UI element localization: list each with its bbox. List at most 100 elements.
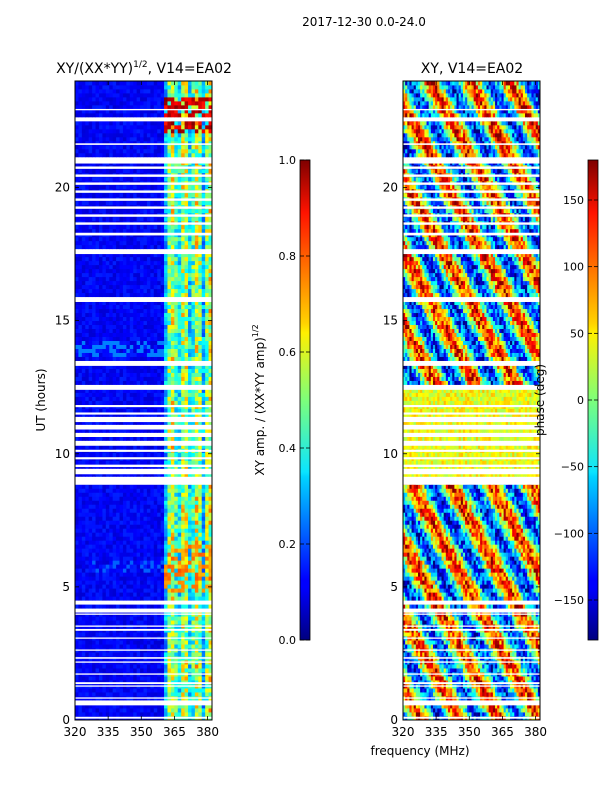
heatmap-cell — [78, 324, 83, 330]
heatmap-cell — [160, 240, 165, 246]
heatmap-cell — [205, 488, 209, 493]
heatmap-cell — [126, 652, 131, 657]
heatmap-cell — [177, 268, 182, 274]
heatmap-cell — [129, 228, 134, 234]
heatmap-cell — [92, 676, 96, 681]
heatmap-cell — [122, 452, 127, 457]
heatmap-cell — [181, 392, 185, 397]
heatmap-cell — [133, 568, 138, 573]
heatmap-cell — [153, 256, 158, 262]
heatmap-cell — [78, 380, 83, 385]
heatmap-cell — [78, 644, 83, 649]
heatmap-cell — [133, 356, 138, 361]
heatmap-cell — [198, 484, 203, 489]
heatmap-cell — [119, 644, 124, 649]
heatmap-cell — [78, 340, 83, 345]
heatmap-cell — [95, 224, 100, 230]
heatmap-cell — [129, 328, 134, 334]
heatmap-cell — [160, 556, 165, 561]
heatmap-cell — [136, 552, 141, 557]
heatmap-cell — [205, 436, 209, 441]
heatmap-cell — [191, 504, 196, 509]
heatmap-cell — [136, 500, 141, 505]
heatmap-cell — [109, 496, 114, 501]
heatmap-cell — [201, 516, 206, 521]
heatmap-cell — [208, 412, 212, 417]
heatmap-cell — [116, 308, 120, 314]
heatmap-cell — [188, 664, 192, 669]
heatmap-cell — [126, 356, 131, 361]
heatmap-cell — [177, 324, 182, 330]
heatmap-cell — [116, 352, 120, 357]
heatmap-cell — [78, 460, 83, 465]
heatmap-cell — [88, 512, 93, 517]
heatmap-cell — [143, 552, 148, 557]
heatmap-cell — [95, 580, 100, 585]
heatmap-cell — [75, 356, 79, 361]
heatmap-cell — [112, 264, 117, 270]
heatmap-cell — [136, 492, 141, 497]
heatmap-cell — [98, 292, 103, 298]
heatmap-cell — [88, 336, 93, 341]
heatmap-cell — [184, 536, 189, 541]
heatmap-cell — [136, 312, 141, 318]
heatmap-cell — [126, 596, 131, 601]
heatmap-cell — [98, 304, 103, 310]
heatmap-cell — [126, 284, 131, 290]
heatmap-cell — [174, 496, 179, 501]
heatmap-cell — [105, 664, 110, 669]
heatmap-cell — [85, 688, 90, 693]
heatmap-cell — [184, 388, 189, 393]
heatmap-cell — [177, 272, 182, 278]
heatmap-cell — [153, 260, 158, 266]
heatmap-cell — [188, 340, 192, 345]
heatmap-cell — [194, 604, 199, 609]
heatmap-cell — [143, 236, 148, 242]
heatmap-cell — [177, 632, 182, 637]
heatmap-cell — [88, 552, 93, 557]
heatmap-cell — [143, 244, 148, 250]
heatmap-cell — [140, 708, 144, 713]
heatmap-cell — [81, 364, 86, 369]
heatmap-cell — [92, 316, 96, 322]
heatmap-cell — [170, 308, 175, 314]
heatmap-cell — [170, 644, 175, 649]
heatmap-cell — [75, 312, 79, 318]
heatmap-cell — [208, 376, 212, 381]
heatmap-cell — [153, 712, 158, 717]
heatmap-cell — [126, 328, 131, 334]
heatmap-cell — [174, 308, 179, 314]
heatmap-cell — [194, 308, 199, 314]
heatmap-cell — [184, 592, 189, 597]
heatmap-cell — [133, 596, 138, 601]
heatmap-cell — [170, 488, 175, 493]
heatmap-cell — [85, 340, 90, 345]
heatmap-cell — [140, 488, 144, 493]
heatmap-cell — [129, 316, 134, 322]
heatmap-cell — [191, 568, 196, 573]
heatmap-cell — [126, 504, 131, 509]
heatmap-cell — [153, 580, 158, 585]
heatmap-cell — [112, 500, 117, 505]
heatmap-cell — [150, 568, 155, 573]
heatmap-cell — [167, 572, 172, 577]
heatmap-cell — [119, 252, 124, 258]
heatmap-cell — [153, 484, 158, 489]
heatmap-cell — [129, 640, 134, 645]
heatmap-cell — [116, 320, 120, 326]
heatmap-cell — [170, 632, 175, 637]
heatmap-cell — [98, 252, 103, 258]
heatmap-cell — [160, 472, 165, 477]
heatmap-cell — [157, 364, 162, 369]
heatmap-cell — [122, 344, 127, 349]
heatmap-cell — [198, 620, 203, 625]
heatmap-cell — [164, 556, 168, 561]
heatmap-cell — [75, 332, 79, 337]
heatmap-cell — [122, 244, 127, 250]
heatmap-cell — [116, 572, 120, 577]
heatmap-cell — [157, 688, 162, 693]
heatmap-cell — [129, 332, 134, 337]
heatmap-cell — [119, 392, 124, 397]
heatmap-cell — [164, 484, 168, 489]
heatmap-cell — [188, 364, 192, 369]
